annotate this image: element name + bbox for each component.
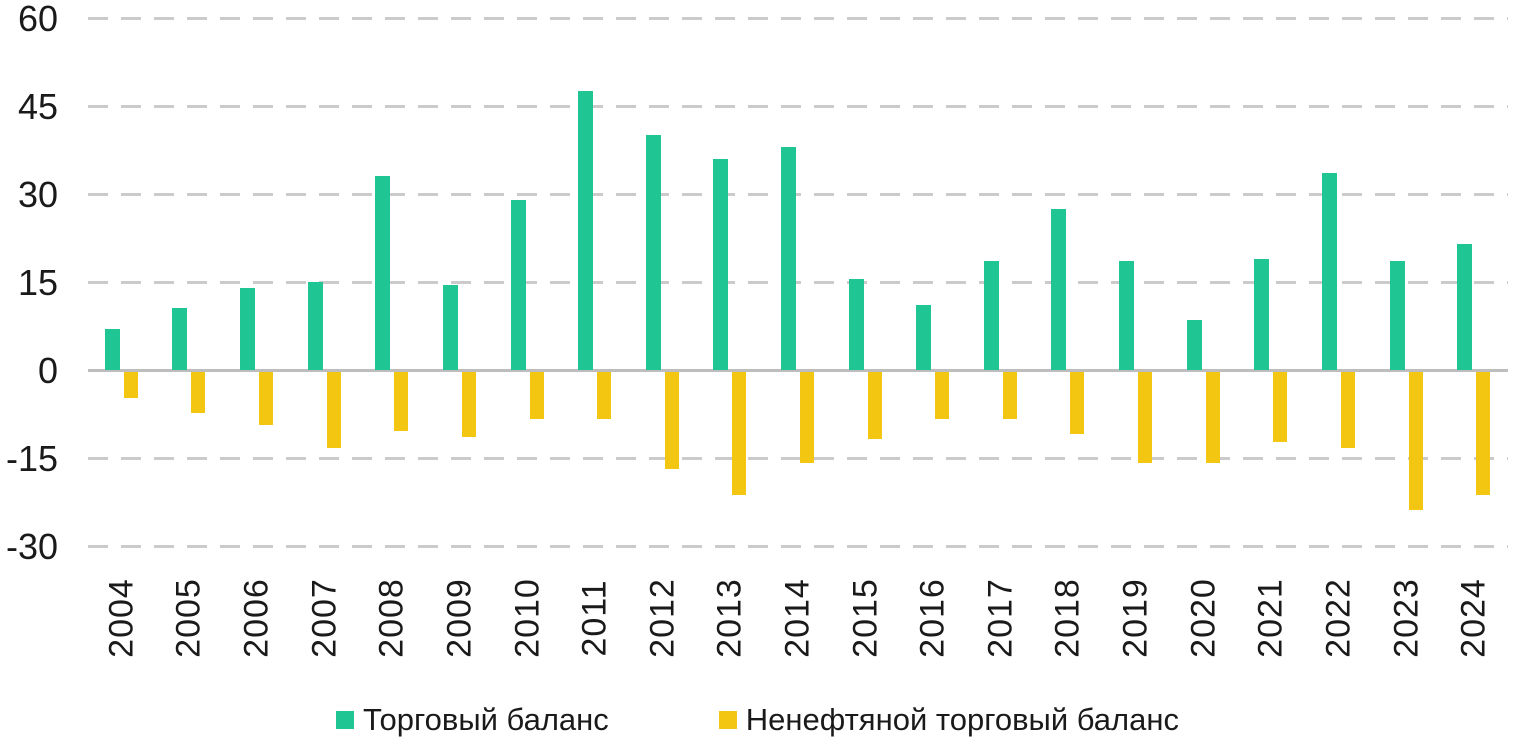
y-tick-label-15: 15 (17, 262, 58, 303)
bar-nonoil-trade-balance-2022 (1340, 372, 1355, 449)
bar-nonoil-trade-balance-2005 (191, 372, 206, 414)
x-tick-label-2012: 2012 (643, 578, 682, 658)
x-tick-label-2011: 2011 (575, 579, 614, 657)
bar-nonoil-trade-balance-2020 (1205, 372, 1220, 463)
chart-legend: Торговый баланс Ненефтяной торговый бала… (0, 702, 1515, 738)
x-tick-label-2013: 2013 (710, 578, 749, 658)
bar-nonoil-trade-balance-2015 (867, 372, 882, 440)
bar-trade-balance-2011 (578, 91, 594, 370)
y-tick-label-60: 60 (17, 0, 58, 39)
bar-nonoil-trade-balance-2010 (529, 372, 544, 419)
gridline-15 (88, 281, 1508, 284)
gridline-45 (88, 105, 1508, 108)
bar-trade-balance-2007 (307, 282, 323, 370)
legend-item-nonoil-trade-balance: Ненефтяной торговый баланс (718, 702, 1179, 738)
x-tick-label-2024: 2024 (1454, 578, 1493, 658)
x-tick-label-2021: 2021 (1251, 578, 1290, 658)
bar-nonoil-trade-balance-2024 (1476, 372, 1491, 496)
bar-nonoil-trade-balance-2019 (1138, 372, 1153, 463)
x-tick-label-2006: 2006 (237, 578, 276, 658)
bar-trade-balance-2009 (442, 284, 458, 370)
bar-nonoil-trade-balance-2014 (800, 372, 814, 463)
zero-axis-line (88, 369, 1508, 372)
x-tick-label-2015: 2015 (846, 578, 885, 658)
bar-trade-balance-2015 (848, 279, 864, 370)
bar-trade-balance-2006 (240, 287, 256, 370)
x-tick-label-2014: 2014 (778, 578, 817, 658)
bar-nonoil-trade-balance-2013 (732, 372, 747, 496)
legend-item-trade-balance: Торговый баланс (336, 702, 609, 738)
bar-trade-balance-2021 (1254, 258, 1270, 370)
bar-nonoil-trade-balance-2012 (664, 372, 679, 469)
y-tick-label--30: -30 (5, 526, 58, 567)
bar-trade-balance-2005 (172, 308, 188, 370)
y-tick-label-30: 30 (17, 174, 58, 215)
x-tick-label-2010: 2010 (508, 578, 547, 658)
bar-nonoil-trade-balance-2017 (1002, 372, 1017, 419)
gridline--30 (88, 545, 1508, 548)
bar-trade-balance-2022 (1321, 173, 1337, 370)
gridline-30 (88, 193, 1508, 196)
x-tick-label-2007: 2007 (305, 578, 344, 658)
bar-nonoil-trade-balance-2021 (1273, 372, 1288, 443)
x-tick-label-2018: 2018 (1048, 578, 1087, 658)
gridline--15 (88, 457, 1508, 460)
bar-trade-balance-2024 (1457, 243, 1473, 370)
x-tick-label-2005: 2005 (169, 578, 208, 658)
bar-trade-balance-2013 (713, 158, 729, 370)
bar-trade-balance-2012 (645, 135, 661, 370)
bar-trade-balance-2016 (916, 305, 932, 370)
x-tick-label-2019: 2019 (1116, 578, 1155, 658)
x-tick-label-2016: 2016 (913, 578, 952, 658)
x-tick-label-2008: 2008 (372, 578, 411, 658)
x-tick-label-2017: 2017 (981, 578, 1020, 658)
bar-nonoil-trade-balance-2007 (326, 372, 341, 449)
bar-trade-balance-2017 (983, 261, 999, 370)
bar-trade-balance-2023 (1389, 261, 1405, 370)
bar-nonoil-trade-balance-2004 (123, 372, 138, 399)
x-tick-label-2009: 2009 (440, 578, 479, 658)
x-tick-label-2023: 2023 (1387, 578, 1426, 658)
legend-swatch-nonoil-trade-balance (718, 711, 737, 729)
y-tick-label--15: -15 (5, 438, 58, 479)
bar-nonoil-trade-balance-2016 (935, 372, 950, 419)
bar-trade-balance-2008 (375, 176, 391, 370)
bar-trade-balance-2004 (104, 328, 120, 370)
bar-nonoil-trade-balance-2023 (1408, 372, 1423, 510)
bar-nonoil-trade-balance-2018 (1070, 372, 1085, 434)
y-tick-label-0: 0 (37, 350, 58, 391)
x-tick-label-2004: 2004 (102, 578, 141, 658)
bar-trade-balance-2010 (510, 199, 526, 370)
legend-label-trade-balance: Торговый баланс (363, 702, 609, 737)
legend-swatch-trade-balance (336, 711, 354, 729)
legend-label-nonoil-trade-balance: Ненефтяной торговый баланс (745, 702, 1179, 737)
bar-trade-balance-2018 (1051, 208, 1067, 370)
bar-nonoil-trade-balance-2008 (394, 372, 409, 431)
y-tick-label-45: 45 (17, 86, 58, 127)
bar-trade-balance-2014 (781, 147, 796, 370)
x-tick-label-2020: 2020 (1184, 578, 1223, 658)
x-tick-label-2022: 2022 (1319, 578, 1358, 658)
bar-trade-balance-2020 (1186, 320, 1202, 370)
bar-nonoil-trade-balance-2006 (259, 372, 274, 425)
gridline-60 (88, 17, 1508, 20)
bar-nonoil-trade-balance-2009 (461, 372, 476, 437)
bar-nonoil-trade-balance-2011 (597, 372, 612, 419)
plot-area (88, 17, 1508, 548)
bar-trade-balance-2019 (1119, 261, 1135, 370)
